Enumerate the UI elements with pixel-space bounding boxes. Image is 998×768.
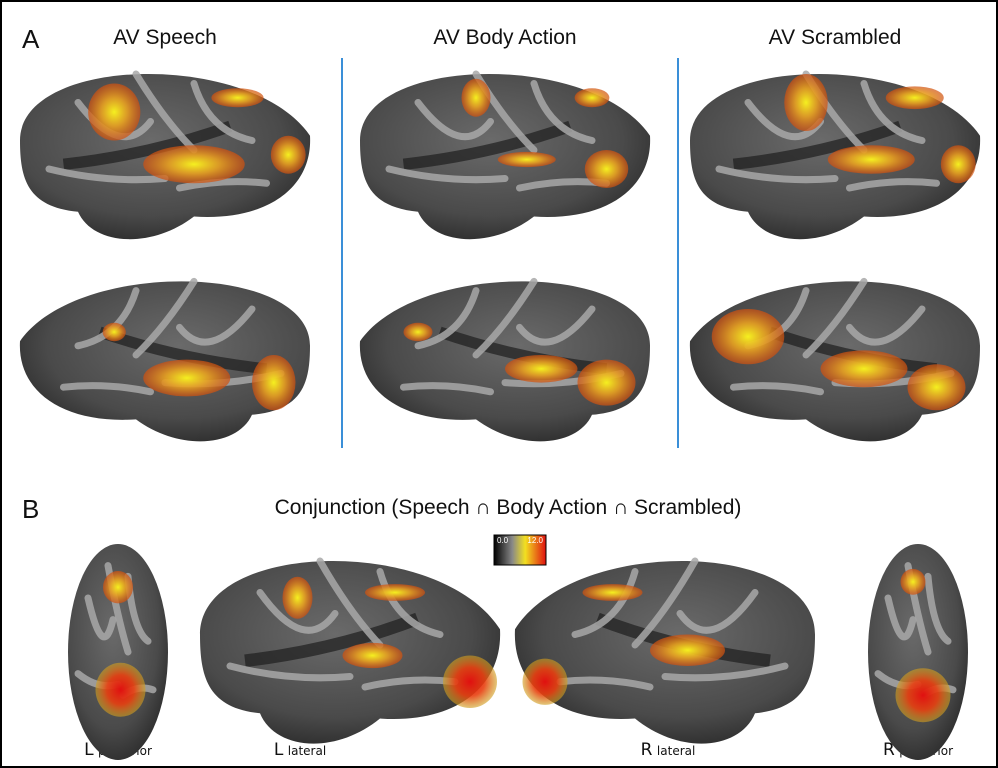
brain — [68, 544, 168, 760]
activation — [211, 88, 263, 107]
brain — [690, 74, 980, 239]
activation — [252, 355, 296, 410]
activation — [498, 152, 556, 167]
activation — [365, 584, 425, 601]
activation — [143, 360, 230, 397]
figure: A AV Speech AV Body Action AV Scrambled … — [0, 0, 998, 768]
activation — [443, 656, 497, 709]
brain — [360, 281, 650, 441]
activation — [143, 145, 245, 183]
activation — [271, 136, 306, 174]
activation — [712, 309, 785, 364]
view-label: R lateral — [641, 740, 696, 760]
column-title: AV Body Action — [433, 26, 576, 49]
view-side: L — [274, 740, 284, 760]
brain — [20, 74, 310, 239]
activation — [523, 659, 568, 705]
activation — [103, 323, 126, 341]
activation — [585, 150, 629, 188]
activation — [784, 74, 828, 131]
activation — [283, 577, 313, 619]
activation — [96, 663, 146, 717]
activation — [908, 364, 966, 410]
brain — [360, 74, 650, 239]
activation — [896, 668, 951, 722]
brain — [515, 561, 815, 744]
view-side: R — [641, 740, 653, 760]
activation — [103, 571, 133, 603]
activation — [462, 79, 491, 117]
activation — [901, 569, 926, 595]
panel-title: Conjunction (Speech ∩ Body Action ∩ Scra… — [275, 496, 742, 519]
brain — [20, 281, 310, 441]
panel-label: B — [22, 494, 39, 524]
activation — [828, 145, 915, 174]
activation — [583, 584, 643, 601]
column-title: AV Scrambled — [769, 26, 902, 49]
activation — [88, 84, 140, 141]
view-name: lateral — [288, 744, 326, 758]
activation — [505, 355, 578, 383]
brain — [200, 561, 500, 744]
panel-label: A — [22, 24, 40, 54]
brain — [690, 281, 980, 441]
activation — [650, 635, 725, 667]
activation — [941, 145, 976, 183]
colorbar-min: 0.0 — [497, 536, 509, 545]
activation — [821, 350, 908, 387]
brain — [868, 544, 968, 760]
activation — [343, 643, 403, 668]
column-title: AV Speech — [113, 26, 217, 49]
activation — [578, 360, 636, 406]
activation — [404, 323, 433, 341]
colorbar-max: 12.0 — [527, 536, 543, 545]
activation — [575, 88, 610, 107]
view-name: lateral — [657, 744, 695, 758]
activation — [886, 86, 944, 109]
